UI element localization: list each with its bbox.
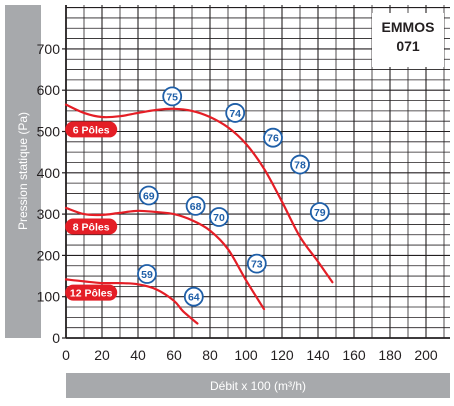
x-tick-label: 0 bbox=[62, 347, 70, 363]
y-tick-label: 600 bbox=[37, 82, 61, 98]
efficiency-marker bbox=[183, 286, 204, 307]
axes bbox=[62, 5, 450, 339]
x-tick-label: 20 bbox=[94, 347, 110, 363]
y-tick-label: 100 bbox=[37, 289, 61, 305]
series-badge-label: 8 Pôles bbox=[73, 221, 110, 233]
efficiency-marker-label: 75 bbox=[166, 91, 178, 103]
efficiency-marker bbox=[263, 127, 283, 148]
x-tick-label: 200 bbox=[414, 347, 438, 363]
x-tick-label: 180 bbox=[378, 347, 402, 363]
series-badge bbox=[65, 218, 118, 235]
x-tick-label: 120 bbox=[270, 347, 294, 363]
efficiency-marker-label: 70 bbox=[213, 212, 225, 224]
y-tick-label: 700 bbox=[37, 41, 61, 57]
y-axis-label-band bbox=[5, 5, 41, 338]
efficiency-marker-label: 74 bbox=[229, 108, 241, 120]
efficiency-marker-label: 68 bbox=[190, 201, 202, 213]
series-badge bbox=[65, 284, 118, 301]
series-badge-label: 6 Pôles bbox=[73, 124, 110, 136]
efficiency-marker bbox=[185, 195, 206, 216]
grid bbox=[66, 5, 450, 338]
y-tick-label: 0 bbox=[52, 330, 60, 346]
series-line-1 bbox=[64, 103, 334, 284]
model-name: EMMOS bbox=[382, 19, 435, 35]
x-tick-label: 100 bbox=[234, 347, 258, 363]
efficiency-marker bbox=[309, 202, 330, 222]
efficiency-marker bbox=[209, 207, 229, 227]
efficiency-marker bbox=[246, 253, 267, 274]
series-line-2 bbox=[64, 206, 266, 311]
curves bbox=[64, 103, 334, 325]
y-axis-label: Pression statique (Pa) bbox=[16, 112, 30, 230]
x-axis-label-band bbox=[66, 373, 450, 398]
x-tick-label: 40 bbox=[130, 347, 146, 363]
efficiency-marker bbox=[225, 103, 246, 123]
y-tick-label: 500 bbox=[37, 124, 61, 140]
series-badge bbox=[65, 121, 118, 138]
x-tick-label: 60 bbox=[166, 347, 182, 363]
y-tick-label: 300 bbox=[37, 206, 61, 222]
series-line-3 bbox=[64, 278, 199, 325]
efficiency-marker bbox=[138, 185, 159, 206]
efficiency-marker-label: 73 bbox=[251, 259, 263, 271]
efficiency-marker-label: 59 bbox=[141, 269, 153, 281]
x-tick-label: 160 bbox=[342, 347, 366, 363]
y-tick-label: 200 bbox=[37, 247, 61, 263]
x-axis-label: Débit x 100 (m³/h) bbox=[210, 379, 306, 393]
efficiency-marker-label: 79 bbox=[314, 207, 326, 219]
model-number: 071 bbox=[396, 38, 420, 54]
x-tick-label: 140 bbox=[306, 347, 330, 363]
efficiency-marker-label: 64 bbox=[188, 292, 200, 304]
efficiency-marker-label: 78 bbox=[294, 160, 306, 172]
efficiency-marker bbox=[137, 264, 157, 284]
x-tick-label: 80 bbox=[202, 347, 218, 363]
efficiency-marker bbox=[162, 86, 183, 107]
series-badges: 6 Pôles 8 Pôles 12 Pôles bbox=[65, 121, 118, 301]
efficiency-marker-label: 76 bbox=[267, 133, 279, 145]
efficiency-marker-label: 69 bbox=[143, 191, 155, 203]
efficiency-markers: 75 74 76 78 79 69 68 70 73 59 64 bbox=[137, 86, 330, 307]
series-badge-label: 12 Pôles bbox=[70, 288, 113, 300]
efficiency-marker bbox=[290, 154, 310, 175]
model-box bbox=[372, 13, 444, 67]
y-tick-label: 400 bbox=[37, 165, 61, 181]
tick-labels: 0 20 40 60 80 100 120 140 160 180 200 0 100 200 300 400… bbox=[37, 41, 438, 363]
